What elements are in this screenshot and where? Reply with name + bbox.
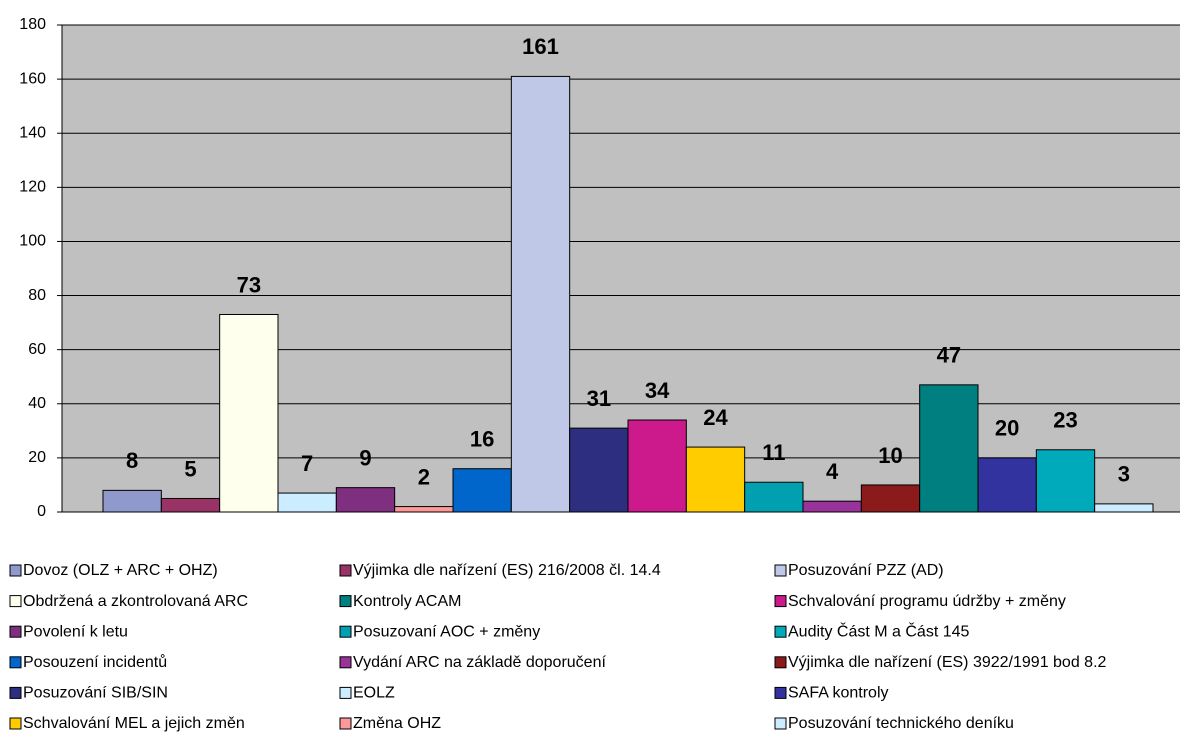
data-label: 8 <box>126 448 138 473</box>
legend-label: Posuzování SIB/SIN <box>23 685 168 702</box>
data-label: 16 <box>470 427 494 452</box>
data-label: 5 <box>184 456 196 481</box>
y-tick-label: 20 <box>28 449 46 466</box>
data-label: 31 <box>587 386 611 411</box>
bar <box>160 497 221 513</box>
legend-swatch <box>339 717 352 730</box>
legend-label: Kontroly ACAM <box>353 593 461 610</box>
data-label: 23 <box>1053 408 1077 433</box>
legend-swatch <box>339 656 352 669</box>
legend-swatch <box>774 595 787 608</box>
bar <box>977 457 1037 513</box>
legend-swatch <box>339 595 352 608</box>
legend-swatch <box>9 625 22 638</box>
legend-swatch <box>9 564 22 577</box>
data-label: 34 <box>645 378 670 403</box>
legend-swatch <box>339 686 352 699</box>
y-tick-label: 180 <box>19 16 46 33</box>
legend-swatch <box>9 595 22 608</box>
legend-label: Změna OHZ <box>353 715 441 732</box>
y-tick-label: 120 <box>19 179 46 196</box>
legend-label: Dovoz (OLZ + ARC + OHZ) <box>23 562 218 579</box>
y-tick-label: 80 <box>28 287 46 304</box>
legend-label: Obdržená a zkontrolovaná ARC <box>23 593 248 610</box>
bar <box>919 384 979 513</box>
legend-swatch <box>339 625 352 638</box>
legend-label: Posuzovaní AOC + změny <box>353 623 540 640</box>
bar <box>1094 503 1154 513</box>
bar <box>627 419 687 513</box>
data-label: 47 <box>937 343 961 368</box>
bar <box>102 489 162 513</box>
bar <box>1035 449 1096 513</box>
legend-swatch <box>9 717 22 730</box>
legend-label: Vydání ARC na základě doporučení <box>353 654 606 671</box>
legend-swatch <box>774 686 787 699</box>
y-tick-label: 0 <box>37 503 46 520</box>
bar <box>744 481 804 513</box>
legend-swatch <box>774 717 787 730</box>
data-label: 9 <box>359 445 371 470</box>
legend-swatch <box>774 625 787 638</box>
legend-swatch <box>774 656 787 669</box>
legend-swatch <box>774 564 787 577</box>
bar <box>219 313 279 513</box>
legend-label: Audity Část M a Část 145 <box>788 621 970 640</box>
legend-label: EOLZ <box>353 685 395 702</box>
legend-label: Posouzení incidentů <box>23 653 167 671</box>
legend-swatch <box>339 564 352 577</box>
y-tick-label: 160 <box>19 70 46 87</box>
data-label: 7 <box>301 451 313 476</box>
data-label: 73 <box>237 272 261 297</box>
legend-label: Schvalování MEL a jejich změn <box>23 715 245 732</box>
data-label: 2 <box>418 464 430 489</box>
bar <box>510 75 571 513</box>
bar <box>277 492 337 513</box>
data-label: 11 <box>762 440 785 465</box>
bar <box>452 468 512 513</box>
bar <box>802 500 862 513</box>
y-tick-label: 140 <box>19 124 46 141</box>
legend-label: Výjimka dle nařízení (ES) 3922/1991 bod … <box>788 654 1107 671</box>
bar <box>860 484 921 513</box>
legend-swatch <box>9 656 22 669</box>
legend-label: Posuzování PZZ (AD) <box>788 562 944 579</box>
y-tick-label: 40 <box>28 395 46 412</box>
data-label: 24 <box>703 405 728 430</box>
y-tick-label: 100 <box>19 233 46 250</box>
data-label: 4 <box>826 459 839 484</box>
legend-label: SAFA kontroly <box>788 685 889 702</box>
legend-swatch <box>9 686 22 699</box>
legend-label: Výjimka dle nařízení (ES) 216/2008 čl. 1… <box>353 562 661 579</box>
data-label: 10 <box>878 443 902 468</box>
bar <box>685 446 746 513</box>
data-label: 20 <box>995 416 1019 441</box>
legend-label: Povolení k letu <box>23 623 128 640</box>
legend-label: Posuzování technického deníku <box>788 715 1014 732</box>
bar <box>335 487 396 513</box>
bar <box>394 506 454 513</box>
y-tick-label: 60 <box>28 341 46 358</box>
data-label: 3 <box>1118 462 1130 487</box>
data-label: 161 <box>522 34 559 59</box>
legend-label: Schvalování programu údržby + změny <box>788 593 1066 610</box>
bar <box>569 427 629 513</box>
